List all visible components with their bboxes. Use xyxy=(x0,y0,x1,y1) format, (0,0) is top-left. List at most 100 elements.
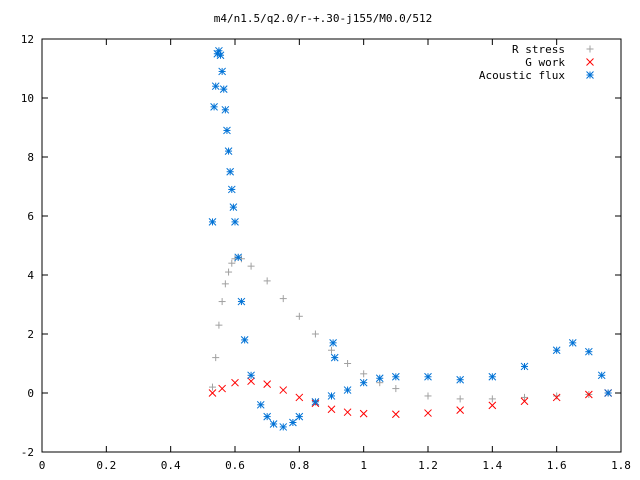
y-tick-label: -2 xyxy=(21,446,34,459)
data-point xyxy=(488,401,497,410)
x-tick-label: 1.6 xyxy=(547,459,567,472)
legend-marker xyxy=(586,58,594,66)
data-point xyxy=(231,218,239,226)
data-point xyxy=(568,338,577,347)
legend-label: Acoustic flux xyxy=(479,69,565,82)
data-point xyxy=(227,185,236,194)
data-point xyxy=(231,378,239,387)
data-point xyxy=(221,105,230,114)
series-layer xyxy=(208,46,612,431)
y-axis: -2 0 2 4 6 8 10 12 xyxy=(21,33,621,459)
data-point xyxy=(225,268,233,276)
data-point xyxy=(208,218,217,226)
y-tick-label: 10 xyxy=(21,92,34,105)
data-point xyxy=(327,405,336,414)
data-point xyxy=(392,385,400,393)
data-point xyxy=(219,85,228,94)
y-tick-label: 8 xyxy=(27,151,34,164)
data-point xyxy=(218,384,226,393)
data-point xyxy=(269,420,278,428)
data-point xyxy=(279,295,287,303)
data-point xyxy=(256,400,265,409)
data-point xyxy=(263,380,272,389)
x-tick-label: 1 xyxy=(360,459,367,472)
axes-frame xyxy=(41,38,622,453)
data-point xyxy=(247,377,255,386)
data-point xyxy=(279,423,288,431)
data-point xyxy=(391,372,400,381)
legend-marker xyxy=(586,45,594,53)
data-point xyxy=(344,360,352,367)
data-point xyxy=(553,392,561,400)
y-tick-label: 12 xyxy=(21,33,34,46)
data-point xyxy=(424,372,432,381)
x-tick-label: 1.4 xyxy=(482,459,502,472)
data-point xyxy=(488,372,497,381)
data-point xyxy=(263,277,271,285)
data-point xyxy=(604,389,612,397)
data-point xyxy=(247,371,255,380)
data-point xyxy=(424,409,432,417)
y-tick-label: 2 xyxy=(27,328,34,341)
data-point xyxy=(211,82,220,91)
data-point xyxy=(359,378,368,387)
data-point xyxy=(218,67,226,76)
data-point xyxy=(328,346,335,354)
data-point xyxy=(223,126,231,135)
data-point xyxy=(216,51,225,60)
x-axis: 0 0.2 0.4 0.6 0.8 1 1.2 1.4 1.6 1.8 xyxy=(39,39,631,472)
x-tick-label: 1.2 xyxy=(418,459,438,472)
data-point xyxy=(295,412,304,421)
data-point xyxy=(208,389,217,397)
x-tick-label: 0.4 xyxy=(161,459,181,472)
data-point xyxy=(456,406,465,414)
data-point xyxy=(234,253,243,262)
data-point xyxy=(456,375,465,384)
series-g-work xyxy=(208,377,612,419)
data-point xyxy=(311,330,319,338)
data-point xyxy=(584,347,593,356)
data-point xyxy=(295,393,304,402)
x-tick-label: 0.6 xyxy=(225,459,245,472)
data-point xyxy=(456,395,464,403)
series-r-stress xyxy=(208,253,612,403)
data-point xyxy=(263,412,272,421)
data-point xyxy=(343,386,352,394)
legend-marker xyxy=(586,71,594,79)
data-point xyxy=(520,362,529,371)
x-tick-label: 0.2 xyxy=(96,459,116,472)
data-point xyxy=(343,408,352,417)
data-point xyxy=(221,280,229,288)
plot-border xyxy=(41,38,622,453)
data-point xyxy=(329,338,337,347)
data-point xyxy=(215,321,223,329)
data-point xyxy=(488,395,496,403)
x-tick-label: 0 xyxy=(39,459,46,472)
y-tick-label: 0 xyxy=(27,387,34,400)
data-point xyxy=(218,298,226,306)
data-point xyxy=(327,392,336,400)
data-point xyxy=(224,147,233,155)
data-point xyxy=(359,409,368,418)
legend-label: G work xyxy=(525,56,565,69)
data-point xyxy=(237,297,246,306)
chart-title: m4/n1.5/q2.0/r-+.30-j155/M0.0/512 xyxy=(214,12,433,25)
data-point xyxy=(210,102,218,111)
data-point xyxy=(375,374,384,383)
data-point xyxy=(229,203,238,212)
data-point xyxy=(240,336,249,344)
data-point xyxy=(228,259,236,267)
data-point xyxy=(521,393,528,401)
data-point xyxy=(597,371,606,380)
data-point xyxy=(520,397,529,406)
data-point xyxy=(391,410,400,419)
data-point xyxy=(279,386,288,394)
data-point xyxy=(212,354,220,362)
data-point xyxy=(424,392,432,400)
data-point xyxy=(289,418,297,427)
data-point xyxy=(552,393,561,402)
legend-label: R stress xyxy=(512,43,565,56)
data-point xyxy=(247,262,255,270)
